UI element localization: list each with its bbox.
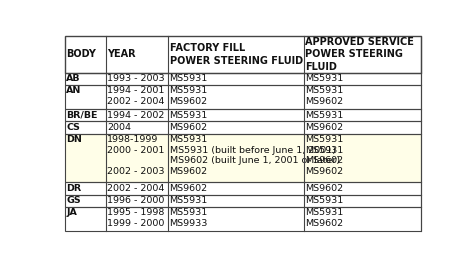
Text: 2002 - 2004: 2002 - 2004 xyxy=(107,184,164,193)
Text: 1996 - 2000: 1996 - 2000 xyxy=(107,196,164,205)
Text: BODY: BODY xyxy=(66,49,96,59)
Text: MS5931: MS5931 xyxy=(305,111,343,120)
Bar xyxy=(65,85,421,109)
Text: MS5931: MS5931 xyxy=(305,74,343,83)
Text: MS5931: MS5931 xyxy=(170,111,208,120)
Text: MS5931
MS9602: MS5931 MS9602 xyxy=(305,86,343,106)
Text: 1994 - 2001
2002 - 2004: 1994 - 2001 2002 - 2004 xyxy=(107,86,164,106)
Text: MS5931: MS5931 xyxy=(170,74,208,83)
Text: MS5931
MS5931
MS9602
MS9602: MS5931 MS5931 MS9602 MS9602 xyxy=(305,135,343,176)
Text: MS5931: MS5931 xyxy=(305,196,343,205)
Text: APPROVED SERVICE
POWER STEERING
FLUID: APPROVED SERVICE POWER STEERING FLUID xyxy=(305,37,414,72)
Bar xyxy=(65,73,421,85)
Bar xyxy=(65,134,421,182)
Bar xyxy=(65,207,421,231)
Text: AB: AB xyxy=(66,74,81,83)
Bar xyxy=(65,121,421,134)
Bar xyxy=(65,195,421,207)
Text: MS9602: MS9602 xyxy=(170,123,208,132)
Text: MS9602: MS9602 xyxy=(305,184,343,193)
Text: MS9602: MS9602 xyxy=(170,184,208,193)
Bar xyxy=(65,121,421,134)
Text: 1993 - 2003: 1993 - 2003 xyxy=(107,74,165,83)
Bar xyxy=(65,109,421,121)
Bar xyxy=(65,134,421,182)
Text: FACTORY FILL
POWER STEERING FLUID: FACTORY FILL POWER STEERING FLUID xyxy=(170,43,303,66)
Text: 2004: 2004 xyxy=(107,123,131,132)
Text: MS9602: MS9602 xyxy=(305,123,343,132)
Text: BR/BE: BR/BE xyxy=(66,111,98,120)
Text: MS5931
MS9933: MS5931 MS9933 xyxy=(170,208,208,228)
Bar xyxy=(65,195,421,207)
Bar xyxy=(65,182,421,195)
Text: MS5931
MS9602: MS5931 MS9602 xyxy=(305,208,343,228)
Bar xyxy=(65,207,421,231)
Text: 1994 - 2002: 1994 - 2002 xyxy=(107,111,164,120)
Text: GS: GS xyxy=(66,196,81,205)
Bar xyxy=(65,36,421,73)
Text: DR: DR xyxy=(66,184,82,193)
Bar xyxy=(65,109,421,121)
Bar xyxy=(65,73,421,85)
Text: YEAR: YEAR xyxy=(107,49,136,59)
Text: CS: CS xyxy=(66,123,80,132)
Text: AN: AN xyxy=(66,86,82,95)
Text: MS5931: MS5931 xyxy=(170,196,208,205)
Text: JA: JA xyxy=(66,208,77,217)
Bar xyxy=(65,85,421,109)
Text: 1998-1999
2000 - 2001

2002 - 2003: 1998-1999 2000 - 2001 2002 - 2003 xyxy=(107,135,164,176)
Bar xyxy=(65,182,421,195)
Text: MS5931
MS9602: MS5931 MS9602 xyxy=(170,86,208,106)
Text: 1995 - 1998
1999 - 2000: 1995 - 1998 1999 - 2000 xyxy=(107,208,164,228)
Text: DN: DN xyxy=(66,135,82,144)
Text: MS5931
MS5931 (built before June 1, 2001)
MS9602 (built June 1, 2001 or later)
M: MS5931 MS5931 (built before June 1, 2001… xyxy=(170,135,340,176)
